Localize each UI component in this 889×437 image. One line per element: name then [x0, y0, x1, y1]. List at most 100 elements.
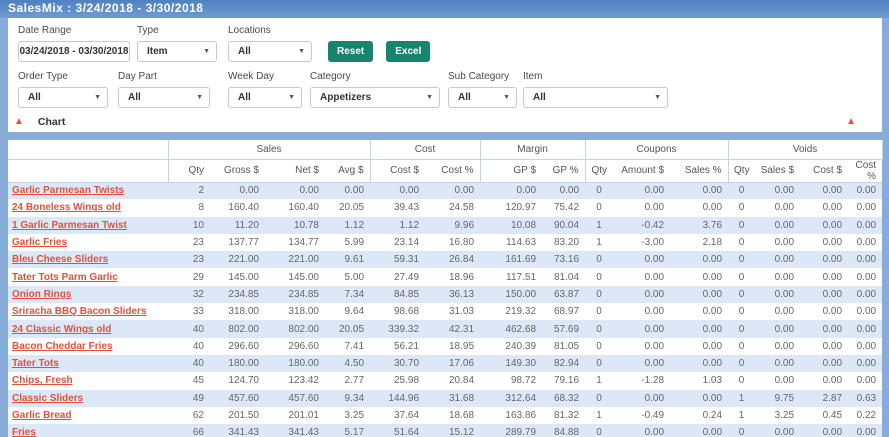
cell-cost-4: 25.98 — [370, 372, 425, 389]
cell-cost-5: 42.31 — [425, 320, 480, 337]
cell-gp-7: 68.32 — [542, 390, 585, 407]
sub-category-select[interactable]: All ▼ — [448, 87, 517, 108]
item-link[interactable]: Garlic Parmesan Twists — [12, 185, 124, 196]
cell-cost-14: 0.00 — [848, 182, 882, 199]
item-link[interactable]: Fries — [12, 427, 36, 437]
item-link[interactable]: Bleu Cheese Sliders — [12, 254, 108, 265]
group-header-sales: Sales — [168, 140, 370, 159]
column-header-row: QtyGross $Net $Avg $Cost $Cost %GP $GP %… — [8, 159, 882, 182]
cell-cost-13: 0.00 — [800, 372, 848, 389]
cell-net-2: 123.42 — [265, 372, 325, 389]
cell-net-2: 341.43 — [265, 424, 325, 437]
item-link[interactable]: Tater Tots — [12, 358, 59, 369]
cell-sales-12: 0.00 — [755, 251, 800, 268]
cell-qty-11: 0 — [728, 320, 755, 337]
cell-avg-3: 2.77 — [325, 372, 370, 389]
cell-qty-11: 0 — [728, 355, 755, 372]
cell-net-2: 145.00 — [265, 268, 325, 285]
cell-net-2: 160.40 — [265, 199, 325, 216]
cell-qty-11: 0 — [728, 234, 755, 251]
day-part-select[interactable]: All ▼ — [118, 87, 210, 108]
cell-sales-10: 0.00 — [670, 268, 728, 285]
type-select[interactable]: Item ▼ — [137, 41, 217, 62]
column-header-cost-4: Cost $ — [370, 159, 425, 182]
column-header-avg-3: Avg $ — [325, 159, 370, 182]
cell-gp-7: 73.16 — [542, 251, 585, 268]
cell-gp-6: 312.64 — [480, 390, 542, 407]
item-link[interactable]: 1 Garlic Parmesan Twist — [12, 220, 127, 231]
page-title: SalesMix : 3/24/2018 - 3/30/2018 — [8, 1, 203, 15]
order-type-select[interactable]: All ▼ — [18, 87, 108, 108]
reset-button[interactable]: Reset — [328, 41, 373, 62]
cell-cost-5: 15.12 — [425, 424, 480, 437]
item-link[interactable]: 24 Classic Wings old — [12, 324, 111, 335]
group-header-cost: Cost — [370, 140, 480, 159]
cell-qty-8: 0 — [585, 355, 613, 372]
item-link[interactable]: Garlic Bread — [12, 410, 71, 421]
filter-row-2: Order Type All ▼ Day Part All ▼ Week Day… — [18, 71, 882, 108]
item-link[interactable]: Tater Tots Parm Garlic — [12, 272, 118, 283]
cell-amount-9: 0.00 — [613, 390, 670, 407]
category-select[interactable]: Appetizers ▼ — [310, 87, 440, 108]
cell-qty-8: 0 — [585, 303, 613, 320]
cell-amount-9: 0.00 — [613, 251, 670, 268]
cell-sales-10: 0.00 — [670, 182, 728, 199]
cell-cost-13: 0.45 — [800, 407, 848, 424]
column-header-qty-11: Qty — [728, 159, 755, 182]
cell-cost-14: 0.00 — [848, 303, 882, 320]
item-link[interactable]: Classic Sliders — [12, 393, 83, 404]
item-link[interactable]: Sriracha BBQ Bacon Sliders — [12, 306, 147, 317]
item-cell: Onion Rings — [8, 286, 168, 303]
cell-sales-12: 3.25 — [755, 407, 800, 424]
item-link[interactable]: Chips, Fresh — [12, 375, 73, 386]
cell-amount-9: 0.00 — [613, 268, 670, 285]
cell-avg-3: 9.64 — [325, 303, 370, 320]
item-link[interactable]: Onion Rings — [12, 289, 71, 300]
cell-net-2: 180.00 — [265, 355, 325, 372]
cell-cost-14: 0.00 — [848, 338, 882, 355]
cell-cost-5: 36.13 — [425, 286, 480, 303]
cell-gp-7: 0.00 — [542, 182, 585, 199]
item-link[interactable]: Bacon Cheddar Fries — [12, 341, 113, 352]
cell-cost-4: 98.68 — [370, 303, 425, 320]
cell-sales-10: 0.00 — [670, 199, 728, 216]
collapse-triangle-icon[interactable]: ▲ — [14, 117, 24, 127]
cell-gp-7: 63.87 — [542, 286, 585, 303]
chart-toggle-bar[interactable]: ▲ Chart ▲ — [8, 111, 882, 132]
item-cell: Garlic Fries — [8, 234, 168, 251]
cell-cost-14: 0.63 — [848, 390, 882, 407]
cell-gross-1: 234.85 — [210, 286, 265, 303]
cell-qty-0: 8 — [168, 199, 210, 216]
item-link[interactable]: Garlic Fries — [12, 237, 67, 248]
item-link[interactable]: 24 Boneless Wings old — [12, 202, 121, 213]
cell-avg-3: 5.17 — [325, 424, 370, 437]
table-row: Tater Tots Parm Garlic29145.00145.005.00… — [8, 268, 882, 285]
column-header-cost-13: Cost $ — [800, 159, 848, 182]
item-column-subheader — [8, 159, 168, 182]
date-range-input[interactable]: 03/24/2018 - 03/30/2018 — [18, 41, 130, 62]
cell-gp-7: 81.32 — [542, 407, 585, 424]
cell-cost-5: 18.96 — [425, 268, 480, 285]
item-select[interactable]: All ▼ — [523, 87, 668, 108]
cell-gp-7: 75.42 — [542, 199, 585, 216]
week-day-select[interactable]: All ▼ — [228, 87, 302, 108]
group-header-margin: Margin — [480, 140, 585, 159]
collapse-triangle-icon-right[interactable]: ▲ — [846, 117, 856, 127]
cell-cost-4: 339.32 — [370, 320, 425, 337]
cell-sales-10: 0.00 — [670, 303, 728, 320]
locations-select[interactable]: All ▼ — [228, 41, 312, 62]
cell-cost-5: 20.84 — [425, 372, 480, 389]
cell-cost-4: 27.49 — [370, 268, 425, 285]
cell-gp-6: 120.97 — [480, 199, 542, 216]
cell-gross-1: 802.00 — [210, 320, 265, 337]
cell-cost-4: 144.96 — [370, 390, 425, 407]
order-type-value: All — [28, 92, 41, 103]
cell-amount-9: -3.00 — [613, 234, 670, 251]
excel-button[interactable]: Excel — [386, 41, 430, 62]
item-cell: Tater Tots — [8, 355, 168, 372]
cell-cost-5: 16.80 — [425, 234, 480, 251]
cell-gross-1: 201.50 — [210, 407, 265, 424]
table-row: 24 Classic Wings old40802.00802.0020.053… — [8, 320, 882, 337]
cell-qty-11: 0 — [728, 338, 755, 355]
cell-cost-13: 0.00 — [800, 286, 848, 303]
